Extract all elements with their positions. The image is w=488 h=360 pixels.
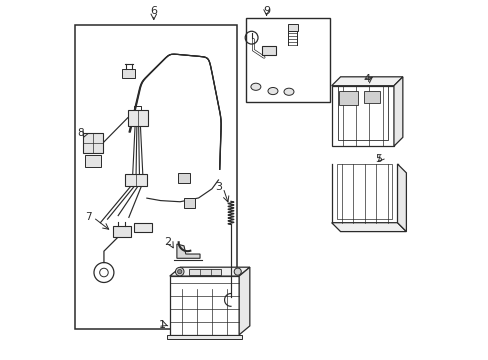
Text: 2: 2 [164,237,171,247]
Text: 5: 5 [375,154,382,164]
Circle shape [177,270,182,274]
Bar [183,198,195,208]
Ellipse shape [267,87,277,95]
Text: 9: 9 [263,6,269,16]
Bar [189,269,221,275]
Text: 4: 4 [363,73,370,84]
Bar [127,110,147,126]
Text: 8: 8 [77,128,84,138]
Bar [83,133,103,153]
Bar [169,276,239,335]
Bar [336,164,391,219]
Bar [75,25,237,329]
Bar [134,224,152,232]
Bar [125,174,146,186]
Ellipse shape [250,83,260,90]
Polygon shape [177,244,200,258]
Polygon shape [397,164,406,231]
Circle shape [234,268,241,275]
Ellipse shape [284,88,293,95]
Bar [363,91,379,103]
Bar [113,226,130,237]
Bar [337,86,387,140]
Text: 3: 3 [215,182,222,192]
Bar [246,18,329,102]
Polygon shape [169,267,249,276]
Bar [178,173,189,183]
Bar [331,86,393,146]
Bar [122,69,135,77]
Polygon shape [239,267,249,335]
Polygon shape [331,223,406,231]
Text: 7: 7 [84,212,91,222]
Polygon shape [166,335,242,339]
Bar [261,46,275,55]
Polygon shape [331,77,402,86]
Circle shape [175,267,183,276]
Bar [338,91,358,105]
Bar [287,24,297,31]
Text: 1: 1 [158,320,165,330]
Polygon shape [393,77,402,146]
Text: 6: 6 [150,6,157,16]
Bar [85,156,101,167]
